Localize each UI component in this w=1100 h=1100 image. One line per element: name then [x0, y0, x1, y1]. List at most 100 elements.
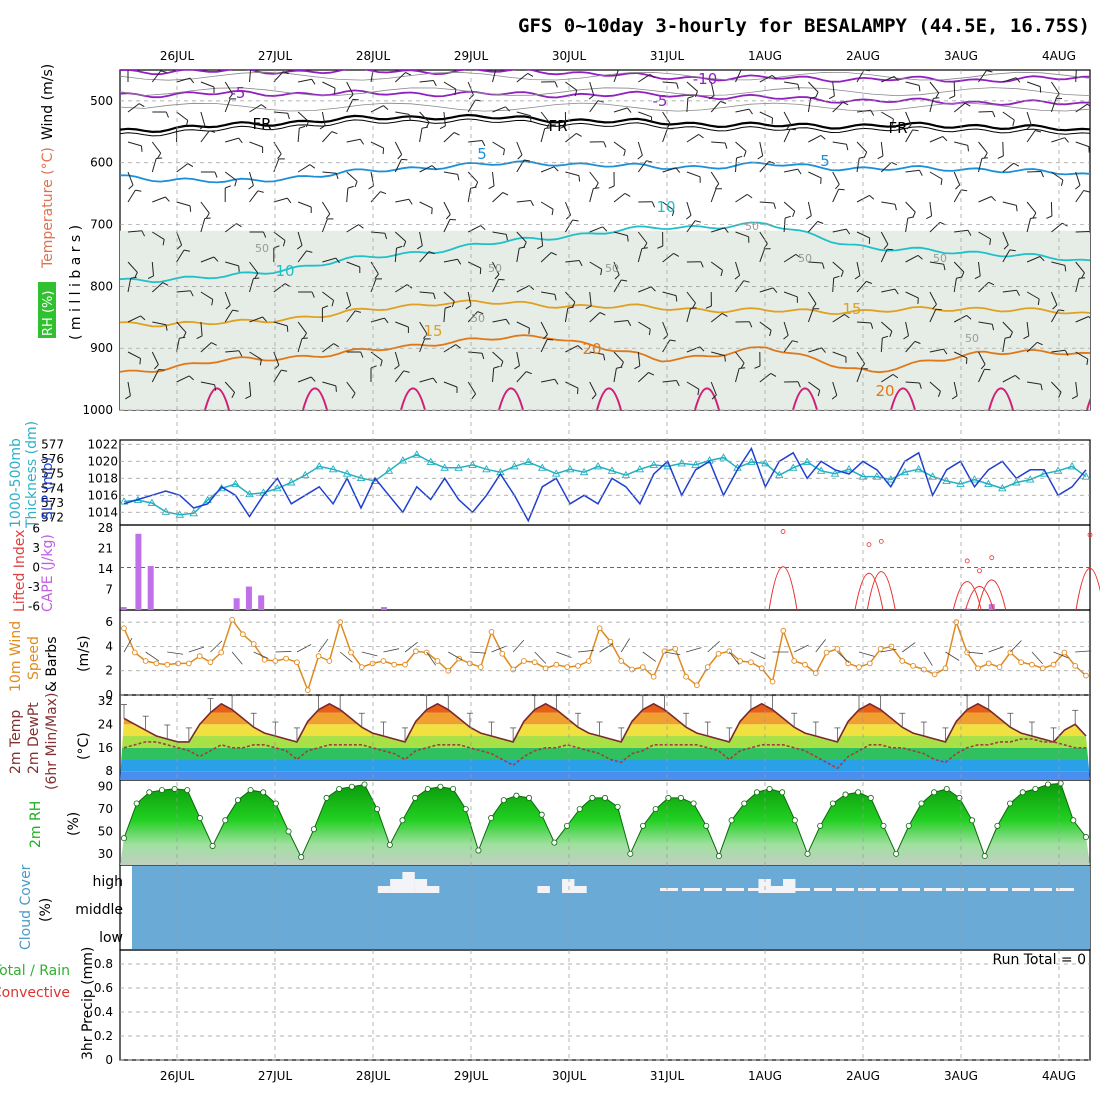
wind10-point	[380, 658, 387, 664]
wind10-barb	[253, 651, 269, 659]
panel-frame	[119, 609, 1091, 696]
rh-point	[526, 794, 533, 801]
wind-barb	[637, 160, 647, 173]
thickness-point	[1053, 466, 1063, 474]
wind-barb-flag	[322, 305, 329, 309]
wind10-barb	[945, 651, 960, 661]
wind-barb	[176, 163, 189, 173]
slp-tick: 1018	[87, 471, 118, 485]
wind-barb	[492, 279, 500, 293]
wind-barb-flag	[889, 331, 893, 337]
wind-barb-flag	[797, 168, 802, 175]
wind-barb	[127, 351, 141, 359]
wind-barb-flag	[234, 180, 237, 187]
wind-barb-flag	[211, 299, 214, 306]
wind-barb-flag	[1055, 93, 1060, 99]
contour-5	[120, 160, 1090, 184]
contour-label: 5	[820, 152, 830, 170]
wind10-point	[856, 664, 862, 670]
wind-barb	[783, 253, 797, 263]
thickness-point	[356, 473, 366, 482]
wind-barb-flag	[616, 366, 623, 369]
wind10-point	[1050, 661, 1057, 668]
wind-barb	[443, 258, 458, 263]
thickness-point	[928, 472, 937, 480]
date-label-top: 1AUG	[748, 49, 782, 63]
wind10-point	[704, 664, 711, 670]
wind10-point	[975, 665, 981, 672]
cloud-gap	[537, 886, 550, 893]
wind10-point	[229, 616, 235, 623]
wind-barb	[152, 321, 167, 326]
rh-point	[804, 850, 811, 857]
wind-barb	[224, 223, 237, 233]
rh-point	[931, 789, 938, 796]
wind-barb	[686, 171, 701, 178]
lifted-index-curve	[965, 586, 994, 611]
rh2m-label: 2m RH	[28, 801, 44, 848]
cloud-thin-gap	[990, 888, 1008, 891]
wind-barb-flag	[675, 167, 681, 173]
wind-barb-flag	[454, 89, 457, 96]
wind-barb	[589, 351, 604, 355]
wind-barb-flag	[621, 279, 628, 282]
wind10-point	[942, 665, 949, 672]
wind-barb-flag	[797, 84, 800, 91]
wind-barb-flag	[671, 210, 675, 217]
wind-barb	[1002, 249, 1011, 263]
pressure-tick: 1000	[82, 403, 113, 417]
thickness-point	[677, 459, 686, 467]
thickness-point	[998, 483, 1007, 492]
contour-25-spike	[792, 387, 818, 410]
wind-barb	[443, 171, 458, 175]
wind-barb-flag	[263, 231, 267, 238]
wind10-point	[607, 638, 614, 645]
cloud-level-low: low	[99, 930, 123, 946]
wind-barb-flag	[380, 360, 383, 367]
wind10-label-2: Speed	[26, 636, 42, 680]
wind-barb-flag	[257, 190, 264, 193]
thickness-point	[161, 507, 171, 515]
wind10-barb	[577, 649, 594, 653]
rh-point	[677, 794, 684, 801]
wind-barb	[711, 141, 726, 144]
wind-barb-flag	[866, 280, 872, 284]
wind-barb	[346, 381, 356, 394]
wind-barb	[953, 351, 968, 359]
wind-barb	[127, 381, 131, 396]
contour-25-spike	[596, 387, 622, 410]
wind-barb	[297, 231, 303, 246]
rh-point	[564, 822, 571, 829]
wind-barb	[613, 261, 620, 276]
wind-barb-flag	[305, 121, 309, 128]
wind10-point	[899, 658, 906, 664]
rh-point	[779, 789, 786, 796]
wind-barb	[735, 368, 740, 383]
thickness-tick: 577	[41, 437, 64, 451]
wind-barb	[807, 291, 817, 304]
run-total: Run Total = 0	[992, 952, 1086, 968]
date-axis-bottom: 26JUL 27JUL 28JUL 29JUL 30JUL 31JUL 1AUG 2AUG 3A…	[160, 1069, 1076, 1083]
wind-barb-flag	[591, 394, 597, 400]
wind-barb-flag	[471, 393, 477, 400]
wind-barb-flag	[547, 338, 554, 341]
wind-barb	[1051, 222, 1063, 233]
wind-barb	[784, 81, 798, 85]
wind-barb-flag	[746, 193, 753, 199]
wind-barb	[346, 171, 358, 182]
date-label-bottom: 26JUL	[160, 1069, 195, 1083]
wind-barb-flag	[932, 304, 937, 310]
wind-barb	[127, 171, 134, 186]
wind-barb	[1002, 321, 1013, 333]
wind-barb-flag	[821, 262, 825, 269]
cloud-background	[132, 866, 1090, 949]
wind-barb	[322, 381, 337, 387]
wind-barb-flag	[261, 104, 267, 109]
wind-barb-flag	[465, 305, 472, 310]
wind-barb-flag	[567, 306, 574, 309]
wind-barb-flag	[912, 129, 919, 132]
wind-barb-flag	[835, 184, 840, 190]
wind-barb-flag	[769, 330, 772, 337]
wind10-point	[1061, 649, 1068, 656]
